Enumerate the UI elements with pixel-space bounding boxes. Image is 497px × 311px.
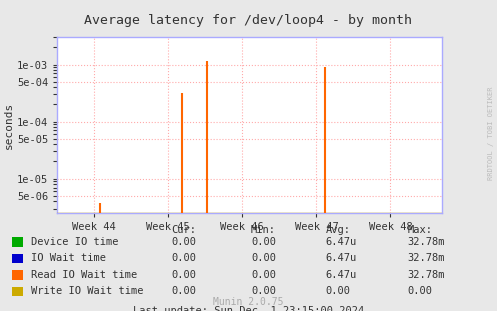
Text: 0.00: 0.00: [171, 286, 196, 296]
Y-axis label: seconds: seconds: [4, 102, 14, 149]
Text: 0.00: 0.00: [251, 253, 276, 263]
Text: Last update: Sun Dec  1 23:15:00 2024: Last update: Sun Dec 1 23:15:00 2024: [133, 306, 364, 311]
Text: Max:: Max:: [408, 225, 432, 235]
Text: IO Wait time: IO Wait time: [31, 253, 106, 263]
Text: 32.78m: 32.78m: [408, 253, 445, 263]
Text: 0.00: 0.00: [251, 270, 276, 280]
Text: 6.47u: 6.47u: [326, 253, 357, 263]
Text: Cur:: Cur:: [171, 225, 196, 235]
Text: Min:: Min:: [251, 225, 276, 235]
Text: 6.47u: 6.47u: [326, 237, 357, 247]
Text: 32.78m: 32.78m: [408, 270, 445, 280]
Text: 0.00: 0.00: [251, 237, 276, 247]
Text: 6.47u: 6.47u: [326, 270, 357, 280]
Text: Read IO Wait time: Read IO Wait time: [31, 270, 138, 280]
Text: 0.00: 0.00: [171, 270, 196, 280]
Text: RRDTOOL / TOBI OETIKER: RRDTOOL / TOBI OETIKER: [488, 87, 494, 180]
Text: 0.00: 0.00: [251, 286, 276, 296]
Text: 0.00: 0.00: [326, 286, 350, 296]
Text: 0.00: 0.00: [408, 286, 432, 296]
Text: Munin 2.0.75: Munin 2.0.75: [213, 297, 284, 307]
Text: Device IO time: Device IO time: [31, 237, 119, 247]
Text: 0.00: 0.00: [171, 253, 196, 263]
Text: 0.00: 0.00: [171, 237, 196, 247]
Text: 32.78m: 32.78m: [408, 237, 445, 247]
Text: Average latency for /dev/loop4 - by month: Average latency for /dev/loop4 - by mont…: [84, 14, 413, 27]
Text: Write IO Wait time: Write IO Wait time: [31, 286, 144, 296]
Text: Avg:: Avg:: [326, 225, 350, 235]
